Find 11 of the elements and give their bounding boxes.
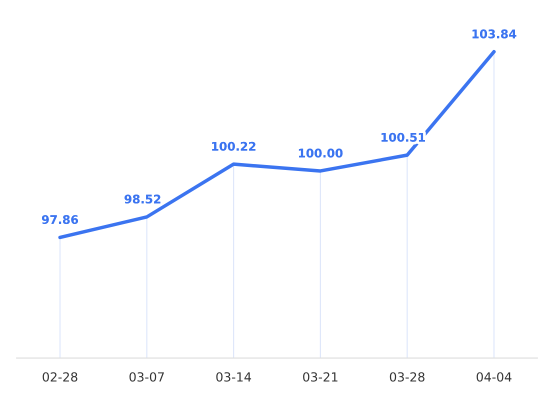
data-label: 98.52 [124,194,160,204]
data-label: 103.84 [472,29,516,38]
x-tick-label: 02-28 [42,372,78,382]
data-label: 100.22 [212,142,256,151]
x-tick-label: 03-21 [303,372,338,382]
x-tick-label: 03-07 [129,372,164,382]
data-label: 100.00 [298,148,343,158]
x-tick-label: 04-04 [476,372,512,382]
data-label: 97.86 [42,215,78,224]
x-tick-label: 03-28 [390,372,424,382]
x-tick-label: 03-14 [216,372,252,382]
